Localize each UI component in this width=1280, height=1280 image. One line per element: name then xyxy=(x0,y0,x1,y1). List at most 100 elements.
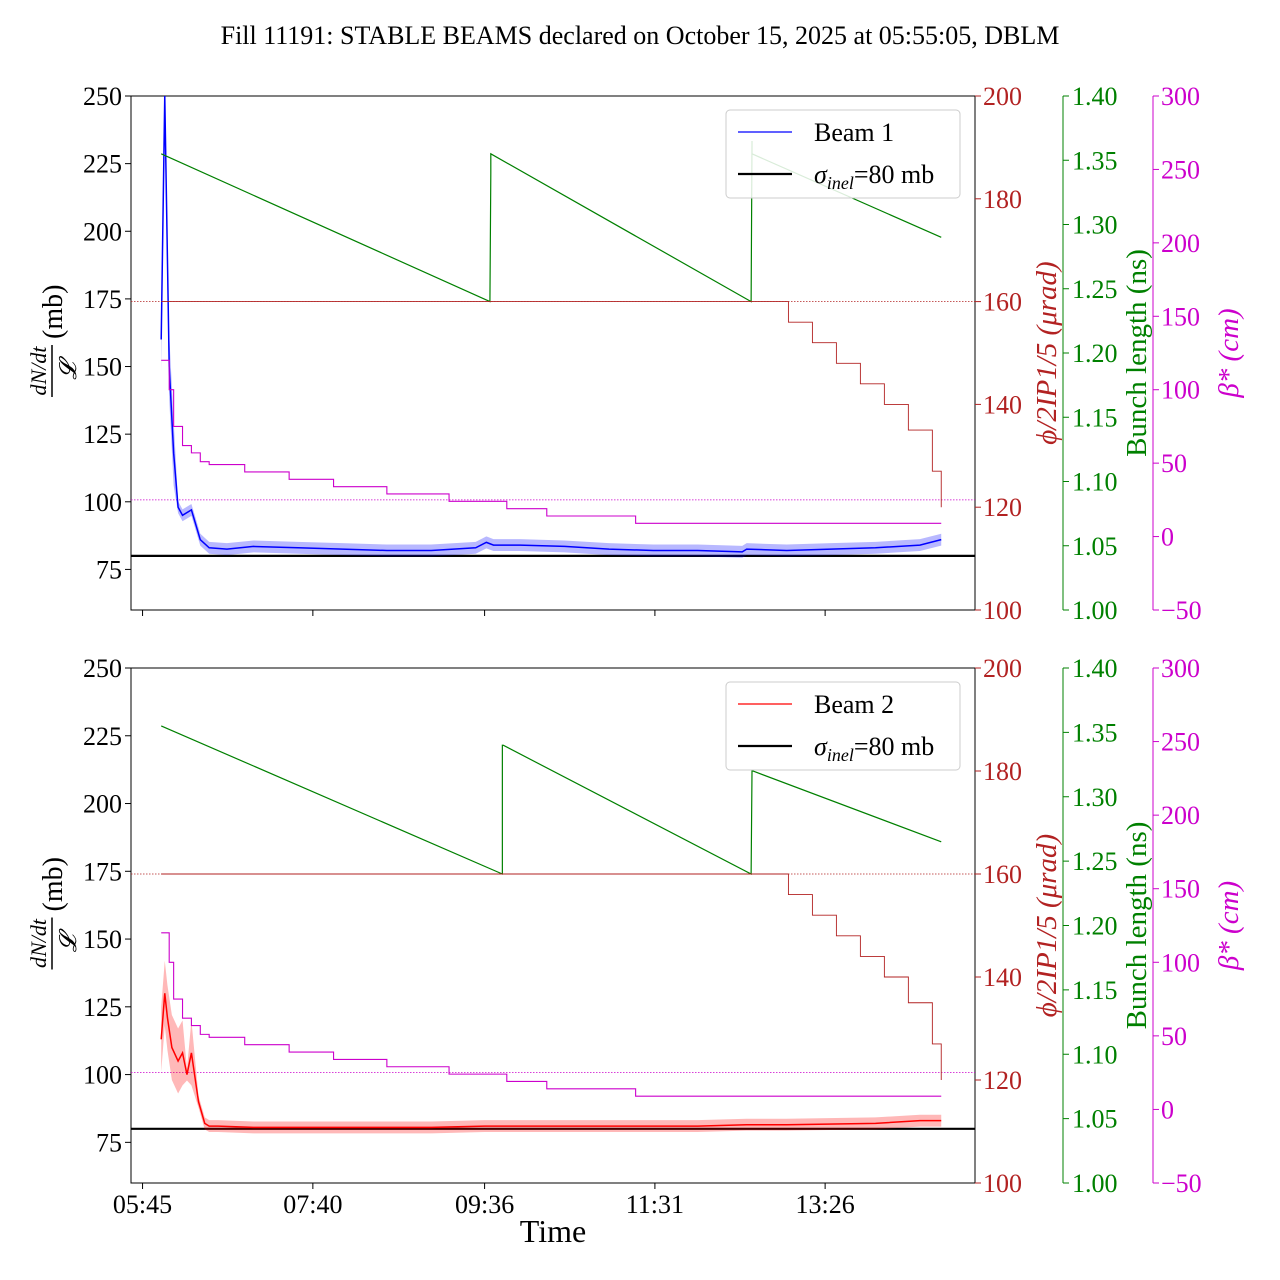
left-tick-label: 225 xyxy=(83,150,122,179)
bottom-panel: 75 100 125 150 175 200 225 250 100 120 140 160 180 20… xyxy=(26,654,1245,1219)
plot-frame xyxy=(130,95,976,611)
left-tick-label: 200 xyxy=(83,217,122,246)
left-tick-label: 200 xyxy=(83,790,122,819)
right3-tick-label: 200 xyxy=(1161,229,1200,258)
chart-title: Fill 11191: STABLE BEAMS declared on Oct… xyxy=(221,21,1060,50)
legend-label: Beam 1 xyxy=(814,118,894,147)
right1-tick-label: 160 xyxy=(983,860,1022,889)
left-axis-label-denominator: 𝓛 xyxy=(56,928,82,952)
left-tick-label: 150 xyxy=(83,925,122,954)
left-axis-label-unit: (mb) xyxy=(38,285,69,339)
beta-star-axis-label: β* (cm) xyxy=(1213,308,1245,398)
left-tick-label: 125 xyxy=(83,993,122,1022)
right3-tick-label: 100 xyxy=(1161,948,1200,977)
beta-star-line xyxy=(161,932,942,1097)
right3-tick-label: 0 xyxy=(1161,523,1174,552)
beta-star-axis-label: β* (cm) xyxy=(1213,881,1245,971)
right2-tick-label: 1.15 xyxy=(1072,403,1118,432)
left-axis-label-numerator: dN/dt xyxy=(26,918,51,968)
left-axis-label-numerator: dN/dt xyxy=(26,346,51,396)
right3-tick-label: 50 xyxy=(1161,449,1187,478)
right3-tick-label: 250 xyxy=(1161,155,1200,184)
crossing-angle-line xyxy=(161,301,942,508)
right1-tick-label: 100 xyxy=(983,1169,1022,1198)
right3-tick-label: 300 xyxy=(1161,654,1200,683)
crossing-angle-line xyxy=(161,873,942,1080)
left-tick-label: 100 xyxy=(83,488,122,517)
left-tick-label: 75 xyxy=(96,555,122,584)
x-tick-label: 05:45 xyxy=(113,1190,172,1219)
left-tick-label: 100 xyxy=(83,1061,122,1090)
right2-tick-label: 1.10 xyxy=(1072,468,1118,497)
left-tick-label: 150 xyxy=(83,353,122,382)
right3-tick-label: −50 xyxy=(1161,596,1202,625)
crossing-angle-axis-label: ϕ/2IP1/5 (μrad) xyxy=(1031,834,1063,1017)
right3-tick-label: 150 xyxy=(1161,875,1200,904)
x-tick-label: 09:36 xyxy=(455,1190,514,1219)
right3-tick-label: 300 xyxy=(1161,82,1200,111)
right1-tick-label: 180 xyxy=(983,185,1022,214)
left-tick-label: 125 xyxy=(83,420,122,449)
left-tick-label: 250 xyxy=(83,82,122,111)
right3-tick-label: 250 xyxy=(1161,728,1200,757)
right2-tick-label: 1.30 xyxy=(1072,211,1118,240)
right3-tick-label: 0 xyxy=(1161,1095,1174,1124)
right2-tick-label: 1.40 xyxy=(1072,654,1118,683)
right2-tick-label: 1.40 xyxy=(1072,82,1118,111)
beam2-line xyxy=(160,993,942,1129)
right1-tick-label: 140 xyxy=(983,390,1022,419)
left-axis-label: dN/dt 𝓛 (mb) xyxy=(26,285,82,397)
right2-tick-label: 1.10 xyxy=(1072,1040,1118,1069)
beam1-line xyxy=(160,95,942,553)
left-tick-label: 75 xyxy=(96,1128,122,1157)
right2-tick-label: 1.35 xyxy=(1072,718,1118,747)
x-tick-label: 11:31 xyxy=(626,1190,684,1219)
bunch-length-axis-label: Bunch length (ns) xyxy=(1121,822,1153,1030)
right2-tick-label: 1.35 xyxy=(1072,146,1118,175)
right2-tick-label: 1.30 xyxy=(1072,783,1118,812)
legend-label: σinel=80 mb xyxy=(814,160,934,193)
plot-frame xyxy=(130,667,976,1184)
left-axis-label-unit: (mb) xyxy=(38,857,69,911)
right2-tick-label: 1.00 xyxy=(1072,596,1118,625)
right1-tick-label: 140 xyxy=(983,963,1022,992)
right3-tick-label: 100 xyxy=(1161,376,1200,405)
top-panel: 75 100 125 150 175 200 225 250 100 120 140 160 180 20… xyxy=(26,82,1245,625)
right1-tick-label: 160 xyxy=(983,288,1022,317)
right2-tick-label: 1.00 xyxy=(1072,1169,1118,1198)
right2-tick-label: 1.05 xyxy=(1072,1105,1118,1134)
right3-tick-label: 150 xyxy=(1161,302,1200,331)
right2-tick-label: 1.20 xyxy=(1072,339,1118,368)
right2-tick-label: 1.25 xyxy=(1072,847,1118,876)
right3-tick-label: 50 xyxy=(1161,1022,1187,1051)
left-axis-label: dN/dt 𝓛 (mb) xyxy=(26,857,82,970)
x-axis-label: Time xyxy=(520,1213,586,1249)
left-tick-label: 175 xyxy=(83,285,122,314)
right2-tick-label: 1.20 xyxy=(1072,912,1118,941)
bunch-length-line xyxy=(160,725,942,875)
left-tick-label: 175 xyxy=(83,857,122,886)
left-tick-label: 250 xyxy=(83,654,122,683)
x-tick-label: 07:40 xyxy=(283,1190,342,1219)
left-tick-label: 225 xyxy=(83,722,122,751)
legend-label: σinel=80 mb xyxy=(814,732,934,765)
right2-tick-label: 1.25 xyxy=(1072,275,1118,304)
bunch-length-axis-label: Bunch length (ns) xyxy=(1121,249,1153,457)
crossing-angle-axis-label: ϕ/2IP1/5 (μrad) xyxy=(1031,261,1063,444)
right1-tick-label: 200 xyxy=(983,82,1022,111)
right1-tick-label: 120 xyxy=(983,1066,1022,1095)
right1-tick-label: 100 xyxy=(983,596,1022,625)
right3-tick-label: 200 xyxy=(1161,801,1200,830)
right2-tick-label: 1.15 xyxy=(1072,976,1118,1005)
right3-tick-label: −50 xyxy=(1161,1169,1202,1198)
right1-tick-label: 200 xyxy=(983,654,1022,683)
right1-tick-label: 180 xyxy=(983,757,1022,786)
right1-tick-label: 120 xyxy=(983,493,1022,522)
left-axis-label-denominator: 𝓛 xyxy=(56,356,82,380)
beam2-band xyxy=(161,960,942,1134)
right2-tick-label: 1.05 xyxy=(1072,532,1118,561)
legend-label: Beam 2 xyxy=(814,690,894,719)
x-tick-label: 13:26 xyxy=(796,1190,855,1219)
beta-star-line xyxy=(161,359,942,524)
